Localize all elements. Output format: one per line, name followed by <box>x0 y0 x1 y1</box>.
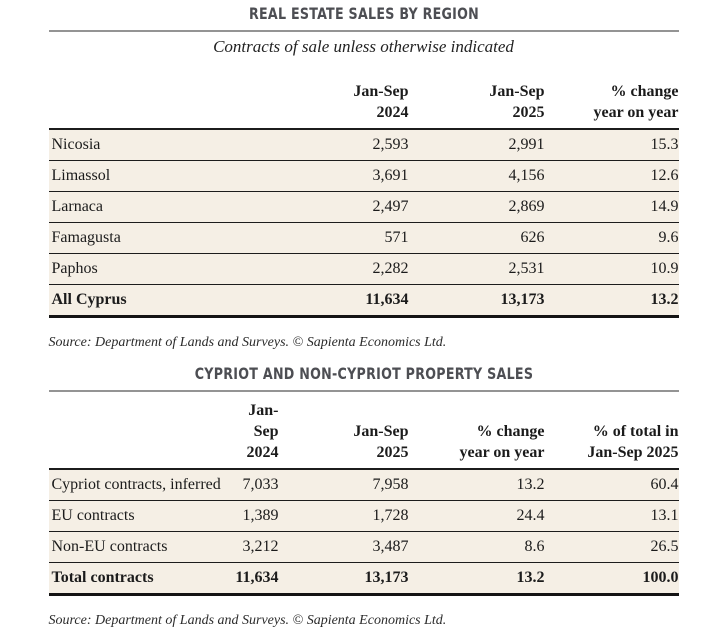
value-2025: 2,869 <box>408 191 545 223</box>
value-2024: 571 <box>278 222 409 254</box>
row-label: Larnaca <box>48 191 279 223</box>
row-label: All Cyprus <box>48 284 279 317</box>
value-2025: 2,531 <box>408 253 545 285</box>
value-2025: 4,156 <box>408 160 545 192</box>
value-2025: 3,487 <box>278 531 409 563</box>
row-label: EU contracts <box>48 500 232 532</box>
value-share: 26.5 <box>544 531 679 563</box>
table2-header-2025: Jan-Sep 2025 <box>278 400 409 470</box>
row-label: Limassol <box>48 160 279 192</box>
value-share: 13.1 <box>544 500 679 532</box>
table-row-cypriot-contracts: Cypriot contracts, inferred 7,033 7,958 … <box>48 469 679 501</box>
table-row-famagusta: Famagusta 571 626 9.6 <box>48 222 679 254</box>
table1-header-change: % change year on year <box>544 81 679 130</box>
row-label: Total contracts <box>48 562 232 595</box>
value-2024: 2,282 <box>278 253 409 285</box>
table1-header-2025: Jan-Sep 2025 <box>408 81 545 130</box>
table-row-all-cyprus: All Cyprus 11,634 13,173 13.2 <box>48 284 679 317</box>
value-2025: 626 <box>408 222 545 254</box>
table2-source-note: Source: Department of Lands and Surveys.… <box>48 613 447 628</box>
value-2024: 11,634 <box>231 562 279 595</box>
value-2024: 2,497 <box>278 191 409 223</box>
region-sales-table: Jan-Sep 2024 Jan-Sep 2025 % change year … <box>48 81 679 318</box>
value-2024: 2,593 <box>278 129 409 161</box>
table2-header-share: % of total in Jan-Sep 2025 <box>544 400 679 470</box>
table1-title: REAL ESTATE SALES BY REGION <box>248 4 479 23</box>
table2-header-change: % change year on year <box>408 400 545 470</box>
value-change: 13.2 <box>408 562 545 595</box>
value-2025: 7,958 <box>278 469 409 501</box>
value-2024: 1,389 <box>231 500 279 532</box>
table-row-paphos: Paphos 2,282 2,531 10.9 <box>48 253 679 285</box>
table1-header-2024: Jan-Sep 2024 <box>278 81 409 130</box>
table-row-non-eu-contracts: Non-EU contracts 3,212 3,487 8.6 26.5 <box>48 531 679 563</box>
value-change: 12.6 <box>544 160 679 192</box>
table2-header-row: Jan-Sep 2024 Jan-Sep 2025 % change year … <box>48 400 679 470</box>
value-2025: 2,991 <box>408 129 545 161</box>
value-change: 8.6 <box>408 531 545 563</box>
row-label: Famagusta <box>48 222 279 254</box>
value-2025: 13,173 <box>278 562 409 595</box>
table-row-limassol: Limassol 3,691 4,156 12.6 <box>48 160 679 192</box>
table-row-total-contracts: Total contracts 11,634 13,173 13.2 100.0 <box>48 562 679 595</box>
value-2024: 7,033 <box>231 469 279 501</box>
table1-subtitle: Contracts of sale unless otherwise indic… <box>213 37 514 56</box>
value-change: 13.2 <box>408 469 545 501</box>
table-row-eu-contracts: EU contracts 1,389 1,728 24.4 13.1 <box>48 500 679 532</box>
value-2024: 3,212 <box>231 531 279 563</box>
value-share: 100.0 <box>544 562 679 595</box>
value-2025: 13,173 <box>408 284 545 317</box>
row-label: Cypriot contracts, inferred <box>48 469 232 501</box>
value-2025: 1,728 <box>278 500 409 532</box>
title-rule <box>48 30 679 32</box>
value-change: 24.4 <box>408 500 545 532</box>
table1-header-blank <box>48 81 279 130</box>
value-change: 9.6 <box>544 222 679 254</box>
row-label: Nicosia <box>48 129 279 161</box>
value-change: 15.3 <box>544 129 679 161</box>
value-change: 14.9 <box>544 191 679 223</box>
table-row-nicosia: Nicosia 2,593 2,991 15.3 <box>48 129 679 161</box>
value-2024: 11,634 <box>278 284 409 317</box>
table2-header-2024: Jan-Sep 2024 <box>231 400 279 470</box>
table-row-larnaca: Larnaca 2,497 2,869 14.9 <box>48 191 679 223</box>
value-share: 60.4 <box>544 469 679 501</box>
table2-title: CYPRIOT AND NON-CYPRIOT PROPERTY SALES <box>194 364 533 383</box>
table2-header-blank <box>48 400 232 470</box>
nationality-sales-table: Jan-Sep 2024 Jan-Sep 2025 % change year … <box>48 400 679 596</box>
figure-content: REAL ESTATE SALES BY REGION Contracts of… <box>48 4 679 629</box>
value-change: 13.2 <box>544 284 679 317</box>
table1-header-row: Jan-Sep 2024 Jan-Sep 2025 % change year … <box>48 81 679 130</box>
value-2024: 3,691 <box>278 160 409 192</box>
value-change: 10.9 <box>544 253 679 285</box>
title-rule <box>48 390 679 392</box>
table1-source-note: Source: Department of Lands and Surveys.… <box>48 335 447 350</box>
row-label: Non-EU contracts <box>48 531 232 563</box>
row-label: Paphos <box>48 253 279 285</box>
